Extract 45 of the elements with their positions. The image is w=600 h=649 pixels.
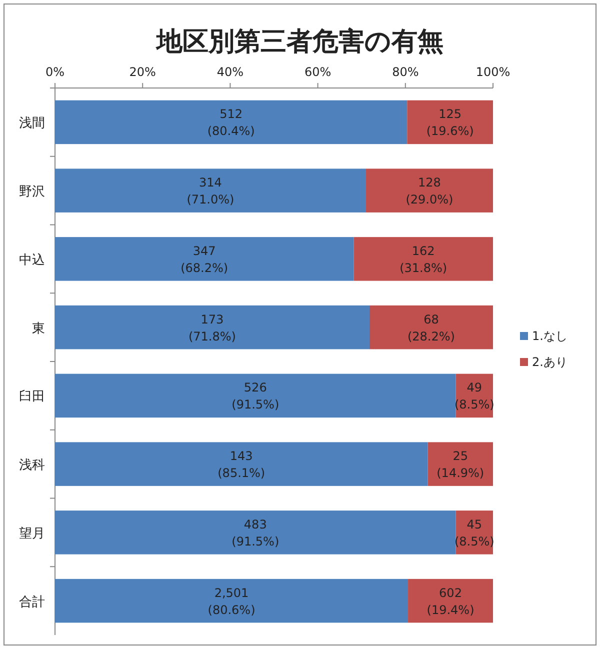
y-tick-label: 浅間 (19, 116, 45, 132)
data-label: 143 (85.1%) (218, 449, 266, 480)
x-tick-label: 100% (476, 65, 510, 79)
data-label: 128 (29.0%) (406, 176, 454, 207)
bar (354, 237, 493, 281)
bar (55, 510, 456, 554)
y-tick-label: 東 (32, 321, 45, 336)
bar (366, 168, 493, 212)
data-label: 162 (31.8%) (400, 244, 448, 275)
y-tick-label: 合計 (19, 594, 45, 610)
bar (55, 305, 370, 350)
y-tick-label: 臼田 (19, 390, 45, 405)
data-label: 68 (28.2%) (408, 312, 455, 344)
y-tick-label: 浅科 (19, 458, 45, 474)
legend-label: 1.なし (532, 329, 568, 343)
x-tick-label: 80% (392, 65, 419, 79)
bar (428, 442, 493, 486)
y-tick-label: 野沢 (19, 184, 45, 200)
bar (408, 578, 493, 623)
data-label: 602 (19.4%) (426, 586, 474, 617)
x-tick-label: 40% (216, 65, 244, 79)
y-tick-label: 望月 (19, 526, 45, 542)
data-label: 25 (14.9%) (436, 449, 484, 480)
data-label: 483 (91.5%) (232, 517, 280, 548)
data-label: 2,501 (80.6%) (208, 586, 256, 617)
data-label: 512 (80.4%) (207, 107, 255, 138)
legend-label: 2.あり (532, 355, 568, 369)
data-label: 314 (71.0%) (186, 176, 234, 207)
chart-title: 地区別第三者危害の有無 (156, 27, 444, 57)
x-tick-label: 0% (45, 65, 65, 79)
x-tick-label: 20% (129, 65, 156, 79)
bar (369, 305, 493, 350)
data-label: 347 (68.2%) (180, 244, 228, 275)
bar (55, 442, 428, 486)
data-label: 125 (19.6%) (426, 107, 474, 138)
bar (55, 168, 366, 212)
x-tick-label: 60% (304, 65, 332, 79)
y-tick-label: 中込 (19, 252, 45, 268)
bar (407, 100, 493, 144)
bar (55, 237, 354, 281)
bar (55, 578, 408, 623)
bar (55, 374, 456, 418)
data-label: 173 (71.8%) (188, 312, 236, 344)
bar (55, 100, 408, 144)
data-label: 526 (91.5%) (232, 380, 280, 412)
